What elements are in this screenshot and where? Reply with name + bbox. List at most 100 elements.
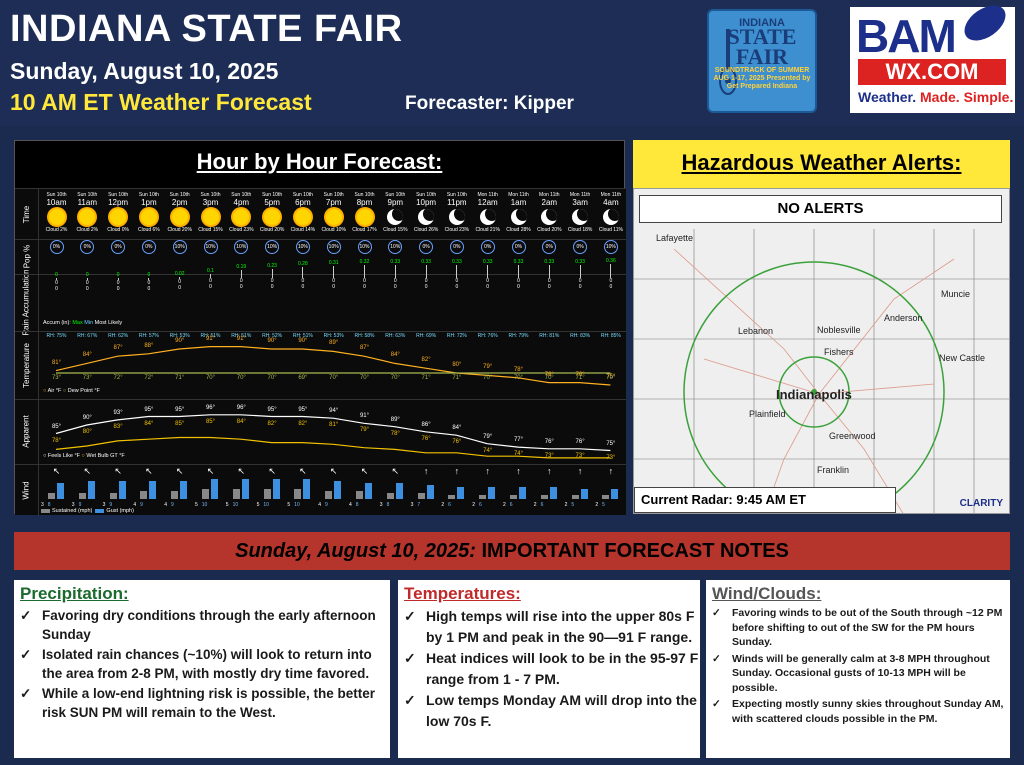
dew-point-label: 70° — [544, 375, 554, 381]
feels-like-label: 94° — [329, 408, 339, 415]
guitar-icon — [719, 29, 737, 95]
humidity-value: RH: 79% — [508, 333, 529, 339]
dew-point-label: 70° — [267, 375, 277, 381]
wet-bulb-label: 74° — [513, 451, 524, 458]
rain-likely-value: 0 — [486, 283, 490, 290]
moon-icon — [387, 209, 404, 225]
hour-column: Sun 10th 4pm Cloud 23% 10% 0.19 0 0 — [226, 189, 257, 516]
dew-point-label: 71° — [421, 375, 431, 381]
wind-direction-arrow-icon: ↑ — [485, 466, 490, 476]
rain-accum-bar — [148, 278, 150, 280]
wind-bars: 5 10 — [257, 479, 288, 509]
rain-accum-value: 0.36 — [606, 257, 616, 264]
temp-legend-air: Air °F — [47, 388, 62, 394]
moon-icon — [572, 209, 589, 225]
air-temp-label: 79° — [483, 364, 493, 371]
sustained-wind-bar — [602, 495, 610, 499]
rain-legend-accum: Accum (in): — [43, 320, 71, 326]
wind-bar-pair — [78, 477, 97, 499]
sustained-wind-bar — [479, 495, 487, 499]
temp-legend: ○ Air °F ○ Dew Point °F — [43, 388, 100, 394]
hour-day-label: Sun 10th — [46, 192, 67, 198]
wind-legend: Sustained (mph) Gust (mph) — [41, 508, 134, 514]
temperature-note: Low temps Monday AM will drop into the l… — [398, 690, 700, 731]
cloud-cover: Cloud 2% — [76, 227, 99, 233]
rain-accum-bar — [487, 264, 489, 278]
pop-value: 10% — [295, 240, 310, 254]
wind-direction-arrow-icon: ↖ — [175, 466, 184, 476]
tagline-part2: Made. Simple. — [920, 89, 1014, 105]
rain-accum-bar — [117, 278, 119, 280]
rain-accum-value: 0.33 — [513, 258, 524, 265]
rain-min-value: 0 — [578, 277, 582, 284]
gust-wind-bar — [211, 479, 218, 499]
humidity-value: RH: 58% — [354, 333, 375, 339]
pop-value: 0% — [419, 240, 434, 254]
rain-accum-bar — [271, 268, 273, 278]
state-fair-logo: INDIANA STATE FAIR SOUNDTRACK OF SUMMER … — [707, 9, 817, 113]
wind-direction-arrow-icon: ↑ — [547, 466, 552, 476]
wind-bar-pair — [602, 477, 620, 499]
row-label-wind: Wind — [15, 464, 39, 516]
sustained-wind-bar — [171, 491, 179, 499]
rain-accum-value: 0.28 — [298, 260, 308, 267]
page-title: INDIANA STATE FAIR — [10, 8, 403, 50]
gust-wind-bar — [334, 481, 342, 499]
sun-icon — [264, 209, 281, 225]
temperature-note: Heat indices will look to be in the 95-9… — [398, 648, 700, 689]
sustained-wind-value: 2 — [441, 502, 445, 508]
wind-bar-pair — [202, 477, 220, 499]
rain-min-value: 0 — [301, 277, 305, 284]
rain-min-value: 0 — [270, 277, 274, 284]
gust-wind-bar — [149, 481, 157, 499]
sun-icon — [140, 209, 157, 225]
rain-accum-bar — [56, 278, 57, 280]
notes-banner-date: Sunday, August 10, 2025: — [235, 540, 476, 562]
wind-direction-arrow-icon: ↖ — [268, 466, 276, 476]
rain-likely-value: 0 — [547, 283, 551, 290]
humidity-value: RH: 67% — [77, 333, 98, 339]
wind-bar-pair — [448, 477, 466, 499]
notes-banner-title: IMPORTANT FORECAST NOTES — [475, 540, 789, 562]
wind-values: 5 10 — [287, 502, 318, 508]
rain-likely-value: 0 — [239, 283, 243, 290]
air-temp-label: 84° — [390, 352, 400, 359]
gust-wind-bar — [488, 487, 496, 499]
rain-accum-bar — [456, 264, 458, 278]
wind-bar-pair — [417, 477, 436, 499]
sustained-wind-value: 2 — [472, 502, 475, 508]
rain-accum-bar — [425, 264, 427, 278]
cloud-cover: Cloud 14% — [290, 227, 316, 233]
sustained-wind-value: 3 — [41, 502, 44, 508]
apparent-legend: ○ Feels Like °F ○ Wet Bulb GT °F — [43, 453, 125, 459]
apparent-legend-feels: Feels Like °F — [47, 453, 81, 459]
rain-likely-value: 0 — [393, 283, 397, 290]
pop-value: 0% — [111, 240, 126, 254]
rain-accum-value: 0.32 — [359, 259, 370, 266]
rain-accum-value: 0.02 — [174, 271, 185, 278]
feels-like-label: 86° — [421, 421, 431, 428]
hour-column: Mon 11th 2am Cloud 20% 0% 0.33 0 0 — [534, 189, 565, 516]
rain-accum-value: 0.33 — [482, 258, 493, 265]
cloud-cover: Cloud 15% — [198, 227, 223, 233]
sustained-wind-value: 5 — [256, 502, 260, 508]
sustained-wind-bar — [202, 489, 209, 499]
rain-min-value: 0 — [209, 278, 212, 284]
gust-wind-value: 10 — [263, 502, 269, 508]
humidity-value: RH: 51% — [200, 333, 221, 339]
wind-bar-pair — [356, 477, 374, 499]
rain-legend-max: Max — [72, 320, 83, 326]
air-temp-label: 84° — [82, 352, 92, 359]
rain-min-value: 0 — [547, 277, 551, 284]
cloud-cover: Cloud 26% — [413, 227, 439, 233]
wind-direction-arrow-icon: ↑ — [516, 466, 521, 476]
hour-time-label: 1pm — [141, 198, 157, 207]
